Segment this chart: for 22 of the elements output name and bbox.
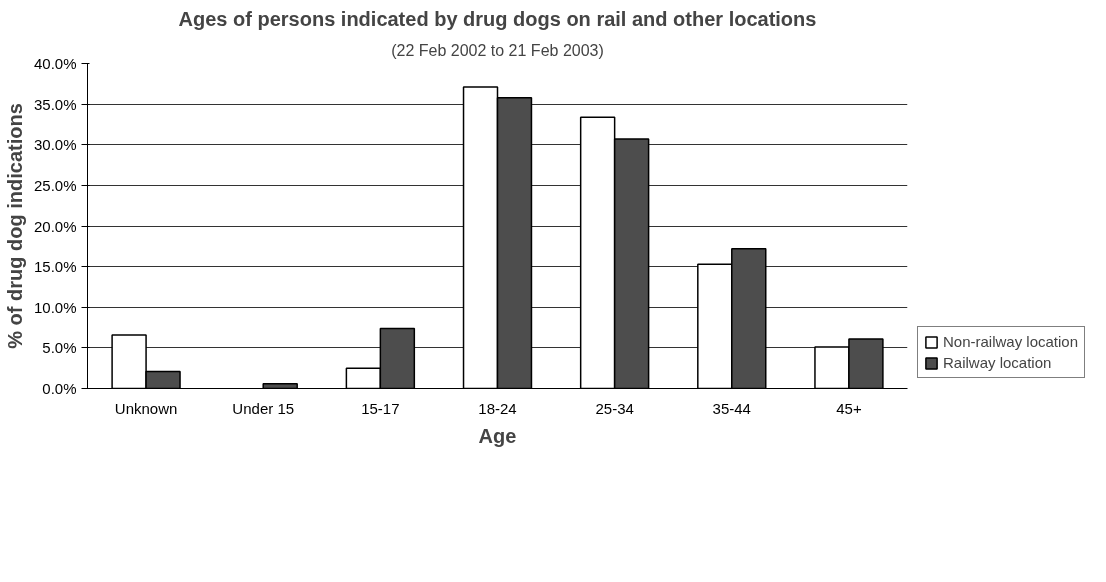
y-tick-label: 20.0%	[33, 217, 77, 235]
x-tick-label: Unknown	[114, 399, 178, 417]
x-tick-label: 15-17	[361, 399, 400, 417]
chart-title: Ages of persons indicated by drug dogs on rail and other locations	[178, 7, 817, 30]
x-tick-label: 25-34	[595, 399, 634, 417]
legend-label: Non-railway location	[943, 333, 1079, 350]
y-axis-title: % of drug dog indications	[3, 103, 26, 349]
x-axis-title: Age	[478, 424, 517, 447]
x-tick-label: Under 15	[232, 399, 295, 417]
x-tick-label: 18-24	[478, 399, 517, 417]
y-tick-label: 0.0%	[42, 380, 77, 397]
x-tick-label: 45+	[836, 399, 862, 417]
y-tick-label: 10.0%	[33, 298, 77, 316]
y-tick-label: 15.0%	[33, 258, 77, 276]
legend-label: Railway location	[943, 354, 1052, 371]
y-tick-label: 35.0%	[33, 95, 77, 113]
x-tick-label: 35-44	[712, 399, 751, 417]
chart-subtitle: (22 Feb 2002 to 21 Feb 2003)	[391, 41, 604, 59]
y-tick-label: 30.0%	[33, 136, 77, 154]
y-tick-label: 40.0%	[33, 55, 77, 72]
y-tick-label: 5.0%	[42, 339, 77, 357]
y-tick-label: 25.0%	[33, 176, 77, 194]
